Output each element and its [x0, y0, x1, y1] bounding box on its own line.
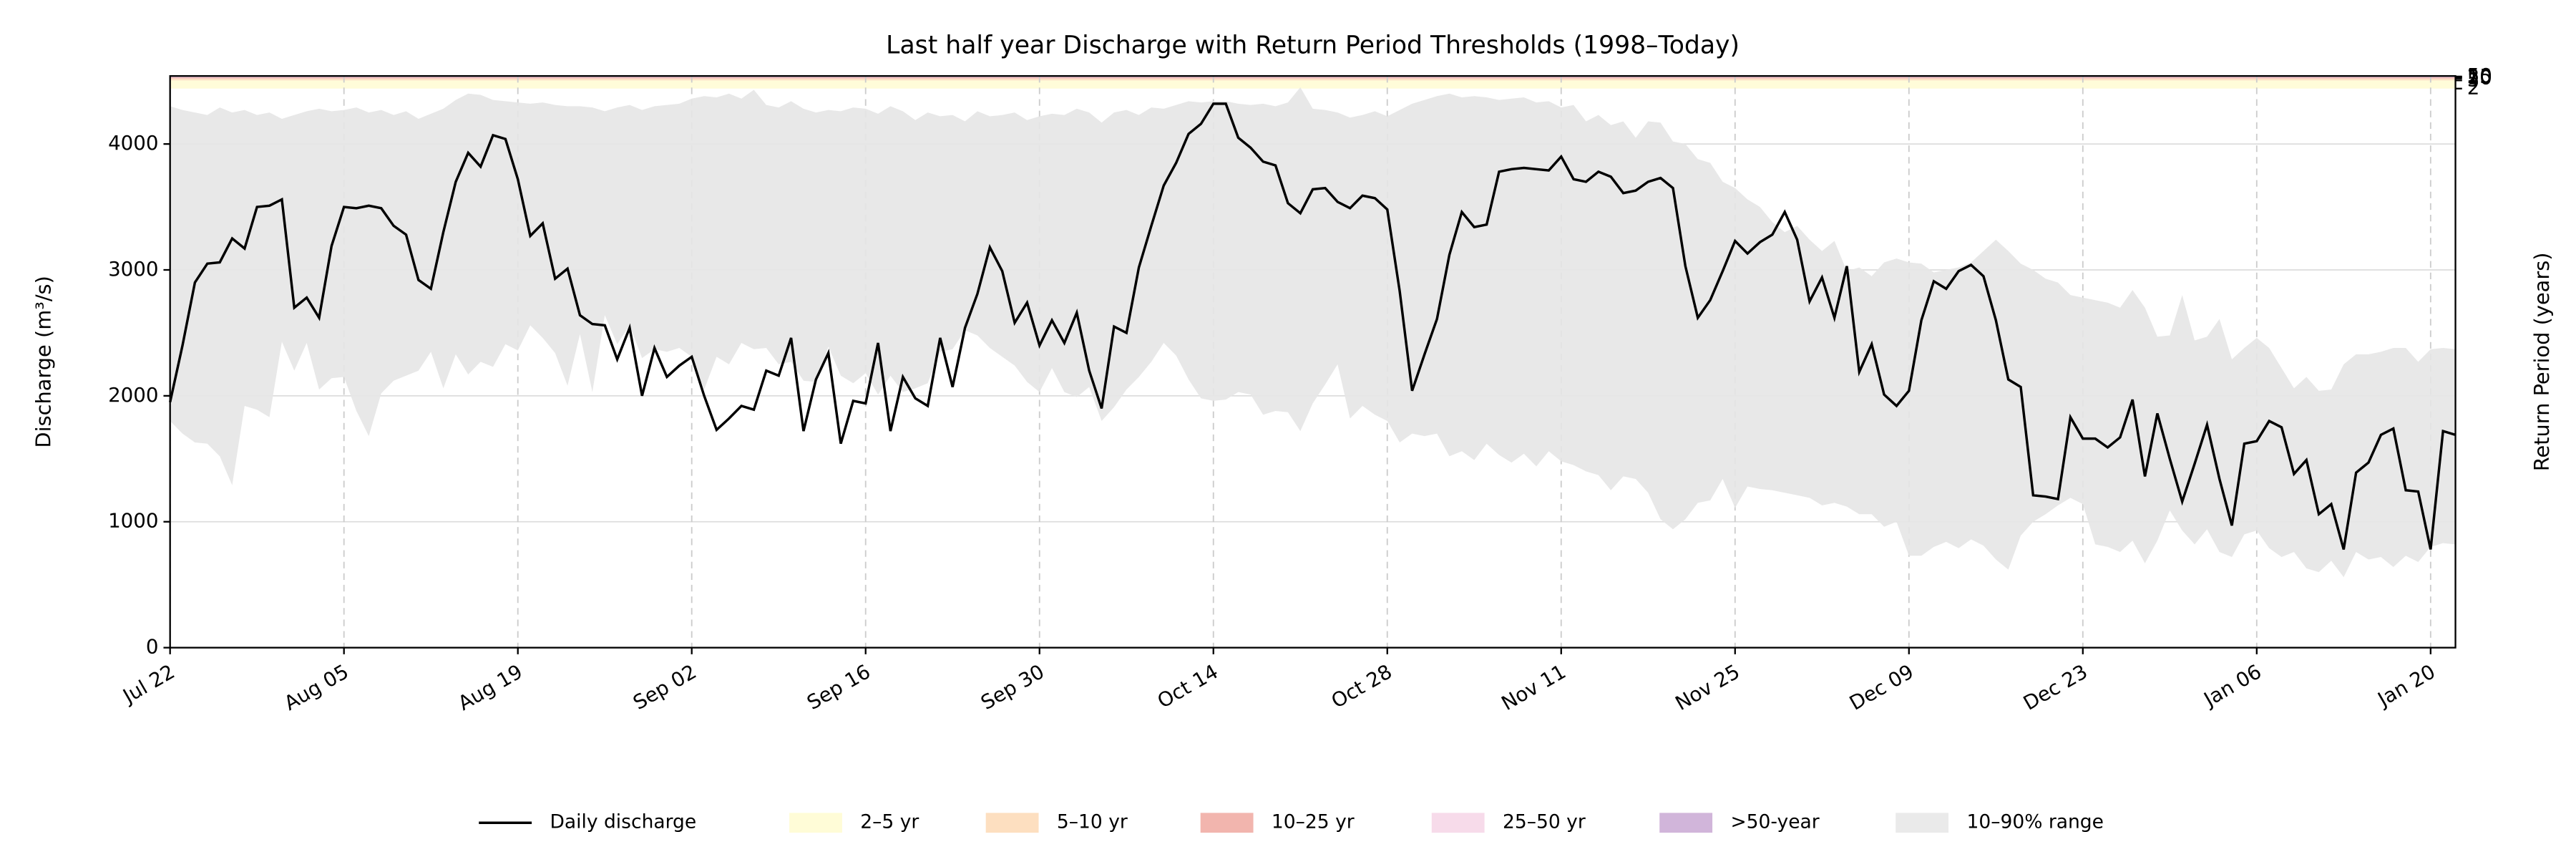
y2-tick-label: 5 — [2467, 67, 2480, 91]
legend-label: Daily discharge — [550, 811, 696, 833]
legend-swatch — [1896, 813, 1949, 833]
y2-tick-label: 50 — [2467, 64, 2492, 87]
x-tick-label: Dec 23 — [2019, 659, 2092, 715]
legend-label: 25–50 yr — [1503, 811, 1586, 833]
return-period-band — [170, 80, 2456, 89]
y2-tick-label: 10 — [2467, 66, 2492, 89]
y-axis-label: Discharge (m³/s) — [31, 276, 55, 447]
y-tick-label: 4000 — [108, 131, 158, 155]
y2-tick-label: 2 — [2467, 76, 2480, 100]
x-tick-label: Sep 30 — [977, 659, 1048, 715]
y-tick-label: 3000 — [108, 257, 158, 281]
x-tick-label: Oct 14 — [1153, 659, 1222, 713]
y2-axis-label: Return Period (years) — [2529, 253, 2554, 472]
y2-tick-label: 25 — [2467, 64, 2492, 88]
legend-swatch — [789, 813, 842, 833]
x-tick-label: Aug 05 — [280, 659, 352, 715]
x-tick-label: Oct 28 — [1327, 659, 1396, 713]
legend-label: 10–90% range — [1966, 811, 2103, 833]
y-tick-label: 1000 — [108, 509, 158, 533]
return-period-band — [170, 78, 2456, 81]
legend-swatch — [1431, 813, 1485, 833]
x-tick-label: Sep 16 — [803, 659, 874, 715]
x-tick-label: Nov 11 — [1497, 659, 1569, 715]
range-area — [170, 87, 2456, 578]
legend-label: 2–5 yr — [860, 811, 919, 833]
plot-frame — [169, 75, 2457, 649]
legend-label: >50-year — [1730, 811, 1819, 833]
x-tick-label: Aug 19 — [454, 659, 526, 715]
x-tick-label: Dec 09 — [1845, 659, 1918, 715]
x-tick-label: Sep 02 — [629, 659, 701, 715]
return-period-band — [170, 77, 2456, 79]
y-tick-label: 0 — [146, 635, 159, 659]
x-tick-label: Jan 20 — [2373, 659, 2439, 712]
x-tick-label: Nov 25 — [1671, 659, 1743, 715]
discharge-line — [169, 102, 2457, 550]
x-tick-label: Jan 06 — [2199, 659, 2265, 712]
legend-label: 5–10 yr — [1057, 811, 1128, 833]
legend-swatch — [1659, 813, 1713, 833]
legend-swatch — [1200, 813, 1254, 833]
x-tick-label: Jul 22 — [117, 659, 178, 708]
legend-label: 10–25 yr — [1272, 811, 1355, 833]
legend-swatch — [985, 813, 1039, 833]
chart-title: Last half year Discharge with Return Per… — [886, 32, 1740, 60]
y-tick-label: 2000 — [108, 383, 158, 407]
